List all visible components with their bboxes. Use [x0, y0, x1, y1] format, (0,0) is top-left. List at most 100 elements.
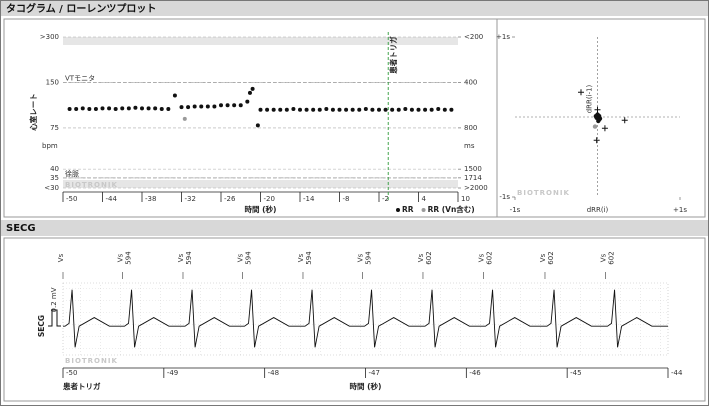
lorenz-point: [595, 112, 600, 117]
rr-point: [344, 107, 349, 112]
x-tick-label: +1s: [673, 206, 687, 214]
event-label: Vs: [539, 253, 547, 262]
rr-point: [324, 107, 329, 112]
rr-point: [311, 107, 316, 112]
rr-point: [212, 104, 217, 109]
y2-tick-label: 1500: [464, 165, 482, 173]
top-panel-title: タコグラム / ローレンツプロット: [6, 2, 156, 15]
y2-tick-label: 400: [464, 78, 477, 86]
rr-point: [120, 106, 125, 111]
rr-point: [265, 107, 270, 112]
rr-point: [403, 107, 408, 112]
limit-band: [63, 180, 458, 188]
legend-marker: [421, 208, 426, 212]
y-axis-label: dRR(i-1): [586, 84, 594, 113]
rr-point: [317, 107, 322, 112]
legend-label: RR (Vn含む): [428, 204, 475, 214]
event-label: Vs: [57, 253, 65, 262]
x-axis-label: 時間 (秒): [350, 381, 382, 391]
event-interval: 602: [425, 251, 433, 264]
trigger-label: 患者トリガ: [388, 36, 398, 74]
x-axis-label: dRR(i): [587, 206, 609, 214]
event-interval: 594: [305, 251, 313, 265]
rr-point: [383, 107, 388, 112]
y2-unit: ms: [464, 142, 475, 150]
event-interval: 602: [485, 251, 493, 264]
rr-point: [172, 93, 177, 98]
rr-point: [390, 107, 395, 112]
rr-point: [436, 107, 441, 112]
event-interval: 602: [547, 251, 555, 264]
x-tick-label: -26: [224, 195, 236, 203]
zone-label: 徐脈: [65, 169, 79, 178]
y-axis-label: 心室レート: [28, 93, 38, 131]
y2-tick-label: >2000: [464, 184, 488, 192]
x-tick-label: -46: [469, 369, 481, 377]
zone-label: VTモニタ: [65, 73, 95, 82]
rr-point: [159, 107, 164, 112]
rr-point: [186, 105, 191, 110]
rr-point: [205, 104, 210, 109]
x-tick-label: -48: [268, 369, 279, 377]
x-tick-label: -45: [570, 369, 581, 377]
rr-point: [304, 107, 309, 112]
lorenz-cross: [578, 89, 584, 96]
event-interval: 594: [124, 251, 132, 265]
rr-point: [247, 90, 252, 95]
x-tick-label: -2: [382, 195, 389, 203]
x-tick-label: -20: [264, 195, 275, 203]
y-tick-label: +1s: [496, 33, 510, 41]
rr-point: [350, 107, 355, 112]
y2-tick-label: 800: [464, 124, 477, 132]
event-label: Vs: [116, 253, 124, 262]
rr-point: [330, 107, 335, 112]
x-tick-label: -14: [303, 195, 315, 203]
event-label: Vs: [297, 253, 305, 262]
x-tick-label: -47: [369, 369, 380, 377]
rr-point: [416, 107, 421, 112]
x-tick-label: -44: [106, 195, 118, 203]
rr-point: [100, 106, 105, 111]
rr-point: [271, 107, 276, 112]
rr-point: [238, 103, 243, 108]
x-tick-label: -50: [66, 195, 77, 203]
rr-point: [232, 103, 237, 108]
rr-point: [87, 107, 92, 112]
rr-point: [258, 107, 263, 112]
event-label: Vs: [599, 253, 607, 262]
top-header-bar: [1, 1, 708, 16]
rr-point: [80, 106, 85, 111]
rr-point: [423, 107, 428, 112]
lorenz-cross: [601, 125, 608, 132]
watermark: BIOTRONIK: [65, 181, 118, 189]
event-label: Vs: [177, 253, 185, 262]
rr-point: [107, 106, 112, 111]
rr-point: [146, 106, 151, 111]
y-axis-label: SECG: [37, 315, 46, 337]
x-axis-label: 時間 (秒): [245, 204, 277, 214]
rr-point: [140, 106, 144, 111]
rr-point: [284, 107, 289, 112]
rr-point: [363, 107, 368, 112]
rr-point: [442, 107, 447, 112]
scale-label: 0.2 mV: [50, 287, 58, 312]
lorenz-cross: [621, 117, 628, 124]
event-interval: 602: [607, 251, 615, 264]
event-interval: 594: [185, 251, 193, 265]
rr-point: [225, 103, 230, 108]
bottom-panel-frame: [3, 237, 706, 402]
annotation: 患者トリガ: [63, 381, 101, 391]
watermark: BIOTRONIK: [65, 357, 118, 365]
rr-point: [182, 116, 187, 121]
y2-tick-label: <200: [464, 33, 483, 41]
x-tick-label: -38: [145, 195, 156, 203]
rr-point: [278, 107, 283, 112]
event-interval: 594: [364, 251, 372, 265]
rr-point: [377, 107, 381, 112]
lorenz-cross: [594, 106, 601, 113]
calibration-pulse: [48, 309, 61, 327]
rr-point: [113, 107, 118, 112]
rr-point: [250, 86, 255, 91]
legend-marker: [396, 208, 400, 212]
